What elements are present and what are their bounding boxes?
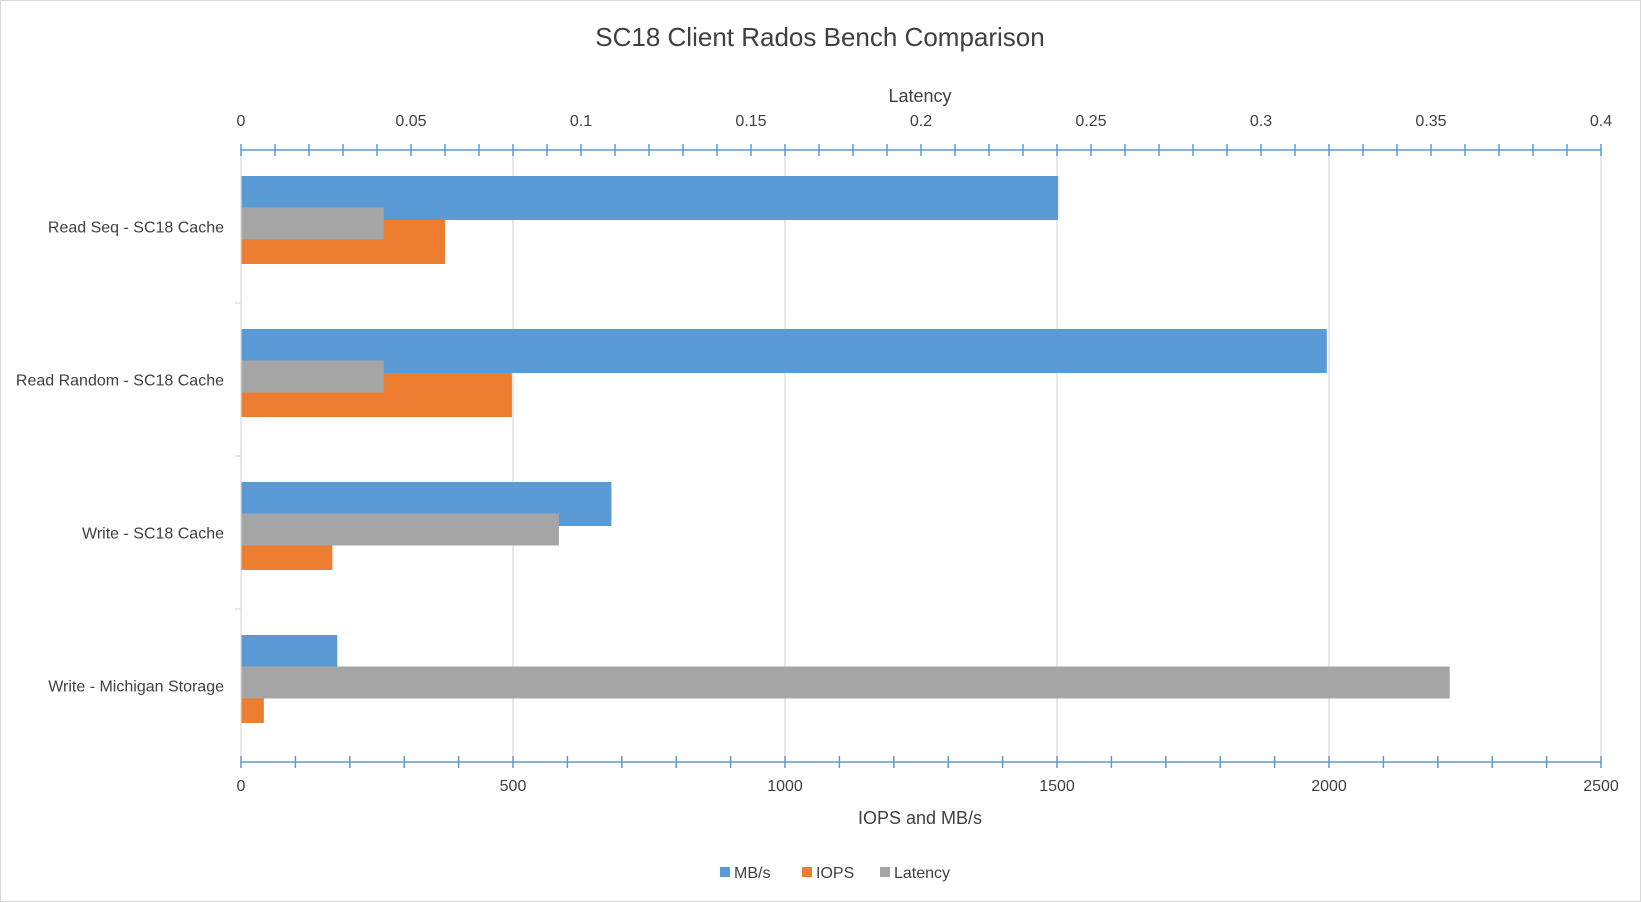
bars — [241, 176, 1450, 723]
primary-tick-label: 1000 — [767, 778, 803, 795]
bar-latency — [241, 666, 1450, 699]
legend-swatch — [802, 867, 812, 877]
legend-swatch — [880, 867, 890, 877]
secondary-tick-label: 0.05 — [395, 113, 426, 130]
category-label: Read Random - SC18 Cache — [16, 373, 224, 390]
legend: MB/s IOPS Latency — [720, 865, 950, 882]
bar-mbs — [241, 329, 1327, 373]
tick-labels: 0 500 1000 1500 2000 2500 0 0.05 0.1 0.15 0.2 0.25 0… — [237, 113, 1619, 795]
secondary-tick-label: 0.3 — [1250, 113, 1272, 130]
bar-latency — [241, 513, 559, 546]
category-label: Write - SC18 Cache — [82, 526, 224, 543]
bar-latency — [241, 360, 384, 393]
secondary-axis-title: Latency — [888, 86, 951, 106]
secondary-tick-label: 0.15 — [735, 113, 766, 130]
legend-label: MB/s — [734, 865, 770, 882]
chart-title: SC18 Client Rados Bench Comparison — [595, 22, 1044, 52]
secondary-tick-label: 0.25 — [1075, 113, 1106, 130]
secondary-tick-label: 0.1 — [570, 113, 592, 130]
category-labels: Read Seq - SC18 Cache Read Random - SC18 … — [16, 220, 224, 696]
secondary-tick-label: 0.2 — [910, 113, 932, 130]
gridlines — [512, 150, 1602, 762]
bar-latency — [241, 207, 384, 240]
primary-axis-title: IOPS and MB/s — [858, 808, 982, 828]
secondary-tick-label: 0 — [237, 113, 246, 130]
category-label: Write - Michigan Storage — [48, 679, 224, 696]
legend-swatch — [720, 867, 730, 877]
legend-label: IOPS — [816, 865, 854, 882]
secondary-tick-label: 0.35 — [1415, 113, 1446, 130]
primary-tick-label: 1500 — [1039, 778, 1075, 795]
secondary-tick-label: 0.4 — [1590, 113, 1612, 130]
primary-tick-label: 2000 — [1311, 778, 1347, 795]
primary-tick-label: 0 — [237, 778, 246, 795]
primary-tick-label: 500 — [500, 778, 527, 795]
legend-label: Latency — [894, 865, 950, 882]
primary-tick-label: 2500 — [1583, 778, 1619, 795]
axes — [235, 144, 1602, 768]
category-label: Read Seq - SC18 Cache — [48, 220, 224, 237]
